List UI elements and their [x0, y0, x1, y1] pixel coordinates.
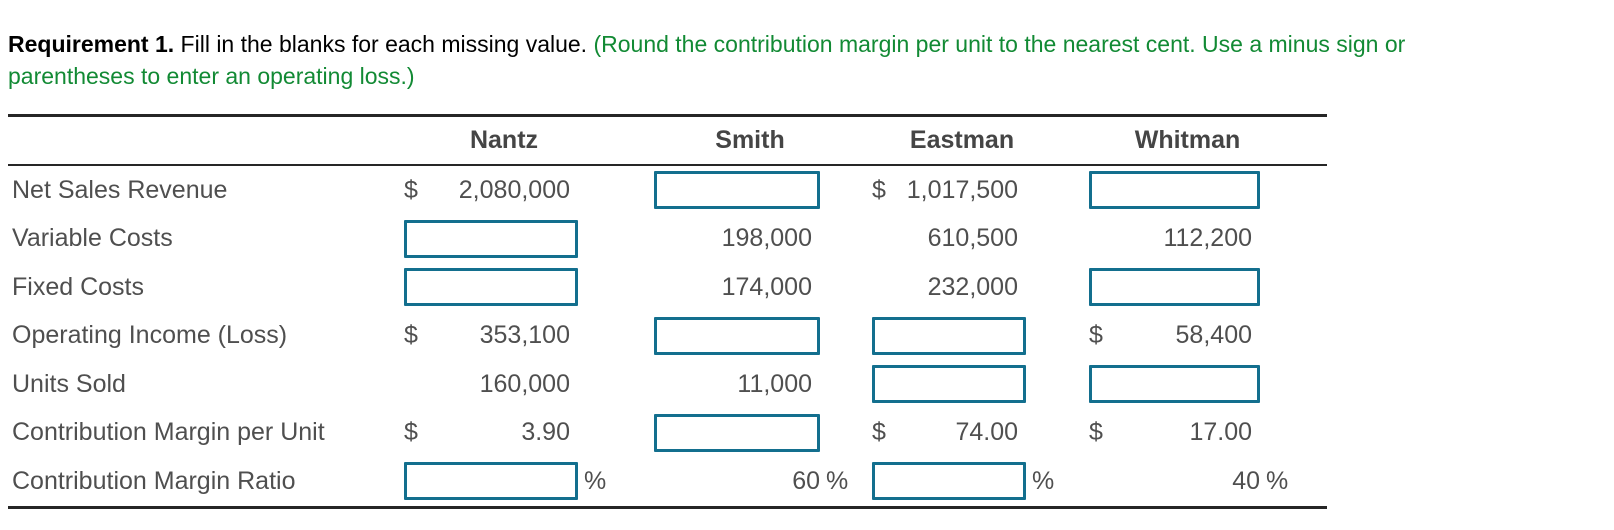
- row-label: Contribution Margin Ratio: [12, 466, 296, 495]
- table-body: Net Sales Revenue $2,080,000 $1,017,500 Var…: [8, 166, 1327, 506]
- table-row: Variable Costs 198,000 610,500 112,200: [8, 215, 1327, 264]
- table-cell: [654, 409, 846, 458]
- requirement-label: Requirement 1.: [8, 31, 175, 57]
- input-contribution-margin-per-unit-smith[interactable]: [654, 413, 820, 452]
- table-cell: [1089, 166, 1286, 215]
- cell-value: 232,000: [927, 272, 1018, 301]
- table-cell: 11,000: [654, 360, 846, 409]
- table-cell: 60%: [654, 457, 849, 506]
- table-cell: 174,000: [654, 263, 846, 312]
- row-label: Contribution Margin per Unit: [12, 418, 325, 447]
- table-cell: [654, 312, 846, 361]
- table-cell: [872, 360, 1052, 409]
- table-cell: 198,000: [654, 215, 846, 264]
- table-cell: $17.00: [1089, 409, 1286, 458]
- instruction-body: Fill in the blanks for each missing valu…: [174, 31, 594, 57]
- currency-symbol: $: [872, 175, 886, 204]
- table-cell: 40%: [1089, 457, 1289, 506]
- instruction-hint-line1: (Round the contribution margin per unit …: [593, 31, 1406, 57]
- cell-value: 11,000: [737, 369, 812, 398]
- input-variable-costs-nantz[interactable]: [404, 219, 578, 258]
- input-contribution-margin-ratio-nantz[interactable]: [404, 462, 578, 501]
- cell-value: 1,017,500: [906, 175, 1018, 204]
- table-cell: [404, 215, 604, 264]
- table-cell: [404, 263, 604, 312]
- cell-value: 112,200: [1163, 224, 1252, 253]
- table-cell: $58,400: [1089, 312, 1286, 361]
- cell-value: 3.90: [521, 418, 570, 447]
- table-row: Units Sold 160,000 11,000: [8, 360, 1327, 409]
- table-row: Contribution Margin Ratio% 60%% 40%: [8, 457, 1327, 506]
- percent-sign: %: [826, 466, 849, 495]
- input-units-sold-whitman[interactable]: [1089, 365, 1260, 404]
- table-row: Operating Income (Loss) $353,100 $58,400: [8, 312, 1327, 361]
- table-cell: %: [404, 457, 607, 506]
- currency-symbol: $: [872, 418, 886, 447]
- percent-sign: %: [1266, 466, 1289, 495]
- table-cell: $2,080,000: [404, 166, 604, 215]
- requirement-instruction: Requirement 1. Fill in the blanks for ea…: [8, 28, 1598, 92]
- table-cell: $353,100: [404, 312, 604, 361]
- cell-value: 2,080,000: [458, 175, 570, 204]
- table-cell: 112,200: [1089, 215, 1286, 264]
- row-label: Variable Costs: [12, 224, 173, 253]
- currency-symbol: $: [404, 175, 418, 204]
- cell-value: 198,000: [721, 224, 812, 253]
- column-header-smith: Smith: [715, 126, 785, 154]
- input-net-sales-revenue-smith[interactable]: [654, 171, 820, 210]
- input-fixed-costs-nantz[interactable]: [404, 268, 578, 307]
- row-label: Units Sold: [12, 369, 126, 398]
- input-operating-income-loss-smith[interactable]: [654, 316, 820, 355]
- row-label: Fixed Costs: [12, 272, 144, 301]
- cell-value: 74.00: [955, 418, 1018, 447]
- cell-value: 610,500: [927, 224, 1018, 253]
- currency-symbol: $: [1089, 418, 1103, 447]
- cell-value: 353,100: [479, 321, 570, 350]
- header-spacer: [8, 117, 404, 164]
- table-cell: %: [872, 457, 1055, 506]
- cell-value: 174,000: [721, 272, 812, 301]
- table-cell: $3.90: [404, 409, 604, 458]
- table-cell: [1089, 263, 1286, 312]
- cell-value: 160,000: [479, 369, 570, 398]
- table-cell: 610,500: [872, 215, 1052, 264]
- cell-value: 60: [792, 466, 820, 495]
- table-row: Contribution Margin per Unit $3.90 $74.00 $…: [8, 409, 1327, 458]
- currency-symbol: $: [404, 321, 418, 350]
- table-cell: 232,000: [872, 263, 1052, 312]
- input-operating-income-loss-eastman[interactable]: [872, 316, 1026, 355]
- currency-symbol: $: [404, 418, 418, 447]
- table-row: Fixed Costs 174,000 232,000: [8, 263, 1327, 312]
- currency-symbol: $: [1089, 321, 1103, 350]
- table-row: Net Sales Revenue $2,080,000 $1,017,500: [8, 166, 1327, 215]
- percent-sign: %: [1032, 466, 1055, 495]
- table-cell: [654, 166, 846, 215]
- input-contribution-margin-ratio-eastman[interactable]: [872, 462, 1026, 501]
- table-cell: $1,017,500: [872, 166, 1052, 215]
- column-header-whitman: Whitman: [1134, 126, 1241, 154]
- column-header-nantz: Nantz: [469, 126, 539, 154]
- percent-sign: %: [584, 466, 607, 495]
- cell-value: 17.00: [1189, 418, 1252, 447]
- table-cell: [872, 312, 1052, 361]
- input-fixed-costs-whitman[interactable]: [1089, 268, 1260, 307]
- row-label: Net Sales Revenue: [12, 175, 228, 204]
- homework-page: Requirement 1. Fill in the blanks for ea…: [8, 28, 1598, 509]
- table-cell: $74.00: [872, 409, 1052, 458]
- table-cell: [1089, 360, 1286, 409]
- input-net-sales-revenue-whitman[interactable]: [1089, 171, 1260, 210]
- cell-value: 40: [1232, 466, 1260, 495]
- cell-value: 58,400: [1175, 321, 1252, 350]
- input-units-sold-eastman[interactable]: [872, 365, 1026, 404]
- table-cell: 160,000: [404, 360, 604, 409]
- row-label: Operating Income (Loss): [12, 321, 288, 350]
- cvp-analysis-table: Nantz Smith Eastman Whitman Net Sales Reven…: [8, 114, 1327, 509]
- table-header-row: Nantz Smith Eastman Whitman: [8, 117, 1327, 166]
- instruction-hint-line2: parentheses to enter an operating loss.): [8, 63, 415, 89]
- column-header-eastman: Eastman: [909, 126, 1015, 154]
